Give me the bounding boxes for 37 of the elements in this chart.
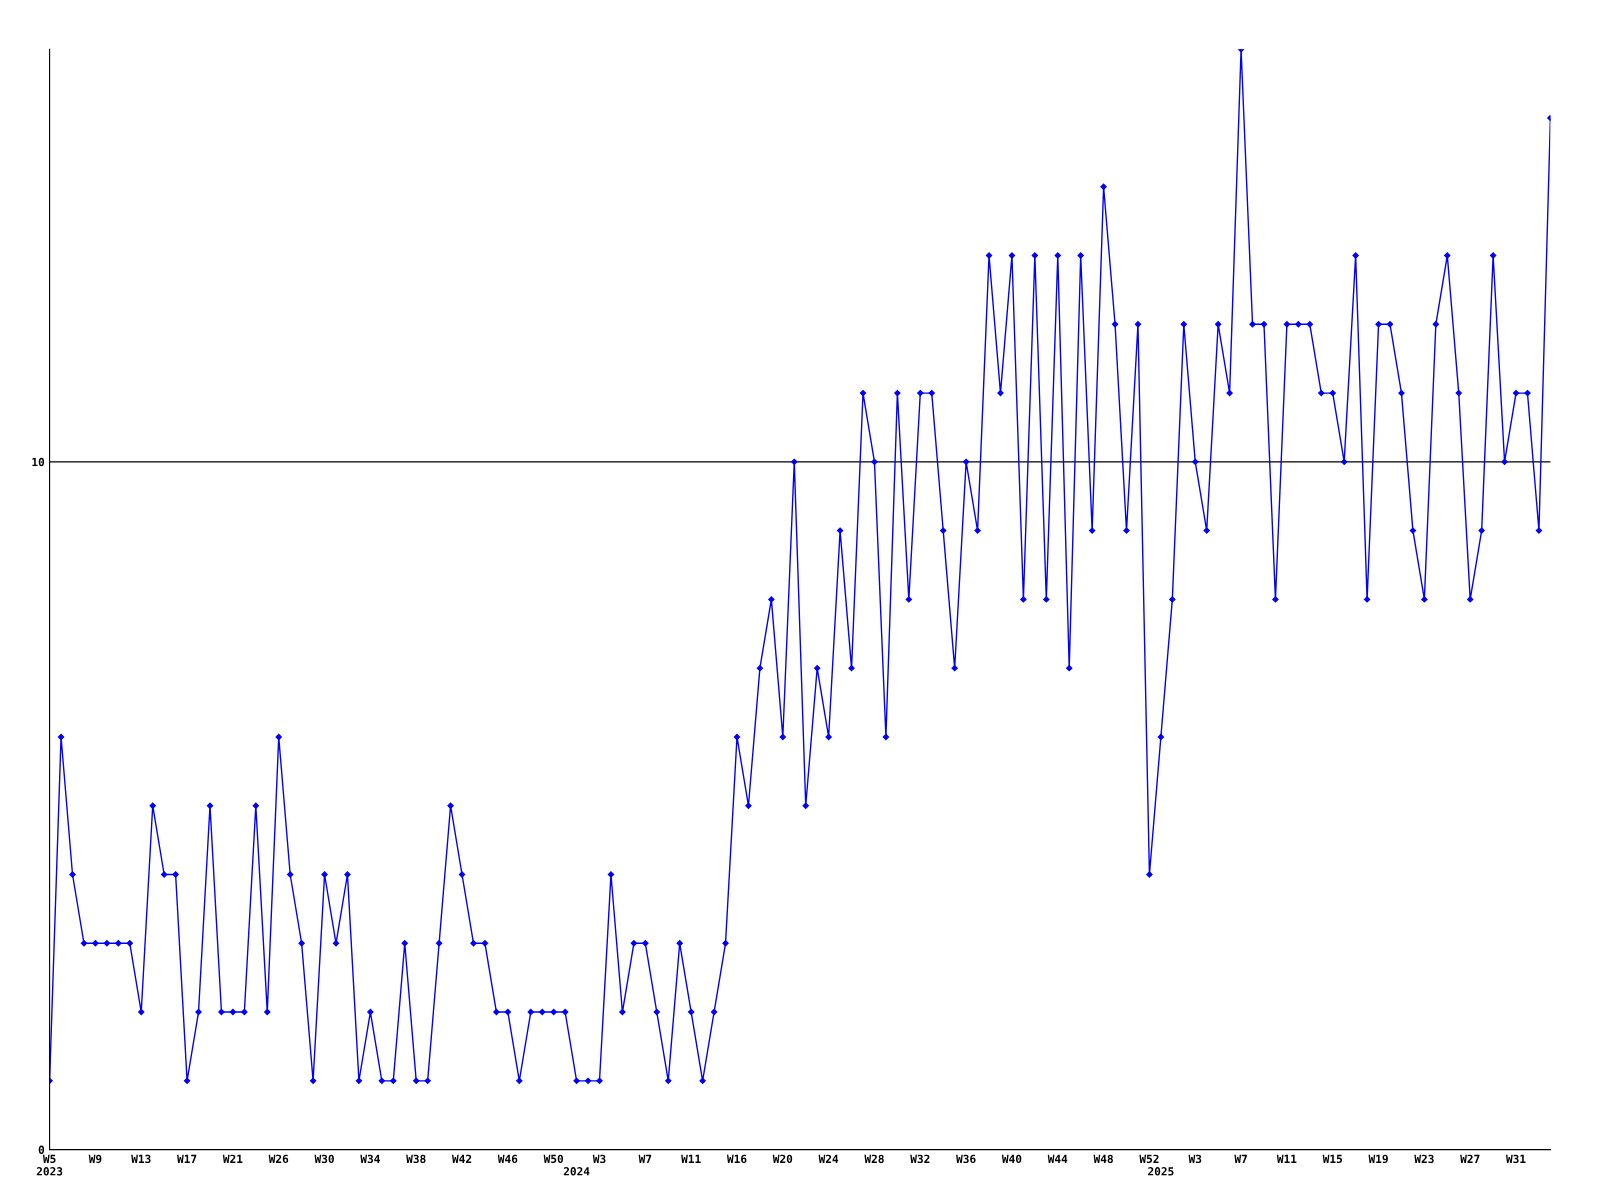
y-tick-label: 0 <box>38 1145 45 1154</box>
x-tick-label: W16 <box>726 1154 747 1164</box>
x-tick-label: W3 <box>592 1154 606 1164</box>
x-tick-label: W21 <box>222 1154 243 1163</box>
x-tick-label: W7 <box>638 1154 652 1163</box>
x-tick-label: W26 <box>268 1154 289 1164</box>
x-tick-label: W11 <box>681 1154 701 1163</box>
x-tick-label: W40 <box>1001 1154 1022 1164</box>
x-tick-label: W31 <box>1506 1154 1526 1164</box>
x-tick-label: W46 <box>497 1154 518 1164</box>
x-tick-label: W9 <box>88 1154 102 1164</box>
x-tick-label: W42 <box>452 1154 472 1163</box>
x-tick-label: W19 <box>1368 1154 1388 1164</box>
x-tick-label: W11 <box>1276 1154 1297 1163</box>
x-tick-label: W17 <box>177 1154 197 1163</box>
x-tick-label: W13 <box>131 1154 151 1164</box>
x-tick-label: W3 <box>1188 1154 1202 1164</box>
x-tick-label: W44 <box>1047 1154 1068 1163</box>
x-tick-label: W23 <box>1414 1154 1434 1164</box>
x-tick-label: 2025 <box>1148 1167 1174 1176</box>
x-tick-label: W50 <box>543 1154 564 1164</box>
x-tick-label: W24 <box>818 1154 839 1163</box>
x-tick-label: W34 <box>360 1154 380 1164</box>
x-tick-label: W32 <box>910 1154 930 1164</box>
x-tick-label: W27 <box>1460 1154 1480 1163</box>
x-tick-label: W36 <box>956 1154 976 1164</box>
x-tick-label: W52 <box>1139 1154 1159 1164</box>
x-tick-label: W38 <box>406 1154 426 1164</box>
x-tick-label: W20 <box>772 1154 793 1164</box>
x-tick-label: W15 <box>1322 1154 1343 1164</box>
x-tick-label: W30 <box>314 1154 334 1164</box>
x-tick-label: 2024 <box>563 1167 590 1176</box>
x-tick-label: W28 <box>864 1154 884 1164</box>
x-tick-label: W7 <box>1234 1154 1247 1163</box>
x-tick-label: W48 <box>1093 1154 1113 1164</box>
y-tick-label: 10 <box>32 457 45 467</box>
x-tick-label: W5 2023 <box>36 1154 63 1176</box>
